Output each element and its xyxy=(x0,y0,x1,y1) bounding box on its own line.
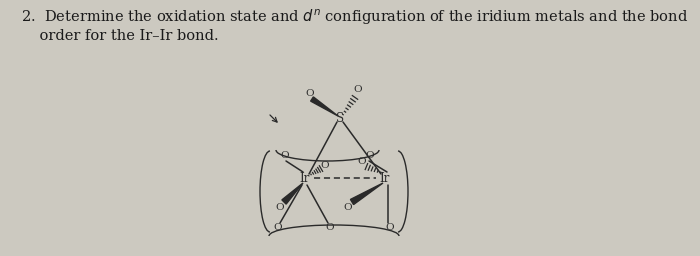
Text: Ir: Ir xyxy=(300,172,310,185)
Text: O: O xyxy=(386,223,394,232)
Text: O: O xyxy=(306,89,314,98)
Text: O: O xyxy=(344,202,352,211)
Text: 2.  Determine the oxidation state and $d^n$ configuration of the iridium metals : 2. Determine the oxidation state and $d^… xyxy=(21,8,688,44)
Text: O: O xyxy=(358,157,366,166)
Polygon shape xyxy=(311,97,338,116)
Polygon shape xyxy=(351,183,383,205)
Text: O: O xyxy=(281,151,289,159)
Polygon shape xyxy=(282,183,303,204)
Text: Ir: Ir xyxy=(380,172,390,185)
Text: O: O xyxy=(365,151,375,159)
Text: O: O xyxy=(274,223,282,232)
Text: S: S xyxy=(336,112,344,124)
Text: O: O xyxy=(326,223,335,232)
Text: O: O xyxy=(321,161,329,169)
Text: O: O xyxy=(276,202,284,211)
Text: O: O xyxy=(354,86,363,94)
